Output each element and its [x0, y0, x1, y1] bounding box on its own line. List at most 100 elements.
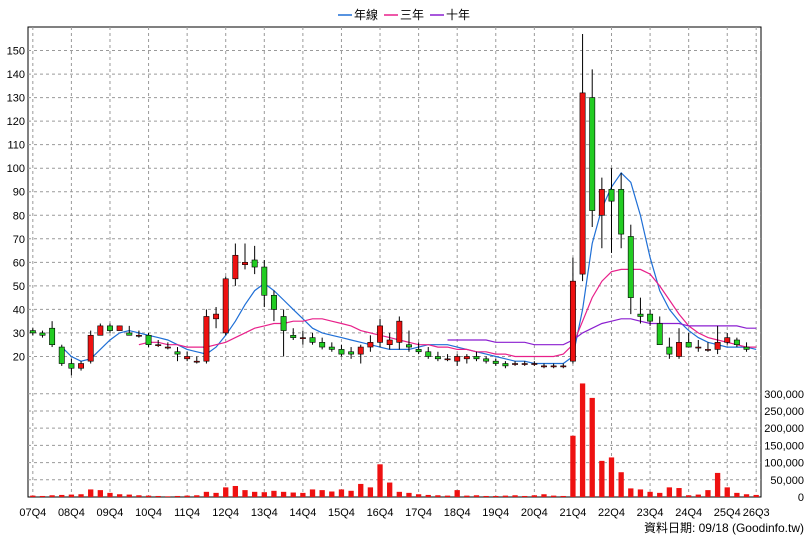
candle-body [473, 356, 480, 360]
candle-body [521, 363, 528, 365]
volume-bar [502, 495, 509, 497]
volume-bar [329, 491, 335, 497]
volume-bar [608, 457, 615, 497]
volume-bar [560, 495, 566, 497]
volume-bar [676, 488, 682, 497]
volume-bar [666, 487, 673, 497]
volume-bar [290, 492, 296, 497]
volume-bar [261, 492, 267, 497]
candle-body [270, 294, 277, 310]
candle-body [184, 356, 191, 360]
volume-tick-label: 100,000 [764, 458, 804, 470]
x-tick-label: 24Q4 [675, 507, 702, 519]
volume-bar [724, 487, 730, 497]
x-axis: 07Q4 08Q4 09Q4 10Q4 11Q4 12Q4 13Q4 14Q4 15Q4 16Q4… [19, 507, 769, 519]
volume-bar [415, 494, 422, 497]
candle-body [666, 346, 673, 355]
volume-bar [338, 489, 345, 497]
volume-bar [686, 495, 692, 497]
x-tick-label: 25Q4 [714, 507, 741, 519]
volume-bar [78, 494, 84, 497]
volume-bar [174, 495, 181, 497]
volume-bar [300, 492, 306, 497]
legend-label-annual: 年線 [354, 7, 378, 22]
candle-body [724, 337, 731, 343]
candle-body [492, 360, 499, 364]
series-line [447, 318, 757, 346]
candle-body [512, 363, 519, 365]
volume-bar [493, 495, 499, 497]
x-tick-label: 23Q4 [637, 507, 664, 519]
candle-body [463, 356, 470, 360]
candle-body [415, 349, 422, 353]
volume-bar [39, 495, 46, 497]
candle-body [608, 189, 615, 202]
volume-bar [213, 492, 219, 497]
volume-bar [155, 495, 161, 497]
candle-body [406, 344, 412, 348]
candle-body [213, 313, 220, 320]
price-tick-label: 50 [13, 281, 25, 293]
volume-bar [280, 491, 287, 497]
x-tick-label: 16Q4 [367, 507, 394, 519]
volume-bar [126, 494, 132, 497]
price-tick-label: 30 [13, 328, 25, 340]
footer-source: 資料日期: 09/18 (Goodinfo.tw) [644, 521, 804, 535]
candle-body [714, 342, 721, 350]
volume-bar [647, 491, 653, 497]
volume-bar [396, 491, 402, 497]
volume-bar [377, 464, 383, 497]
volume-bar [49, 495, 55, 497]
volume-tick-label: 250,000 [764, 406, 804, 418]
volume-bar [107, 492, 113, 497]
x-tick-label: 21Q4 [559, 507, 586, 519]
x-tick-label: 12Q4 [212, 507, 239, 519]
legend-label-three-year: 三年 [400, 8, 424, 22]
volume-tick-label: 200,000 [764, 423, 804, 435]
volume-bar [165, 496, 171, 497]
candle-body [579, 92, 586, 275]
candle-body [637, 313, 644, 317]
candle-body [367, 342, 374, 348]
volume-bar [753, 494, 759, 497]
candle-body [647, 313, 654, 322]
candle-body [145, 334, 152, 345]
price-tick-label: 70 [13, 234, 25, 246]
candle-body [261, 266, 268, 296]
candle-body [598, 189, 605, 216]
candlesticks [29, 34, 750, 376]
volume-bar [59, 494, 65, 497]
price-tick-label: 140 [7, 69, 25, 81]
price-tick-label: 100 [7, 163, 25, 175]
volume-tick-label: 0 [798, 492, 804, 504]
x-tick-label: 10Q4 [135, 507, 162, 519]
volume-bar [309, 489, 316, 497]
candle-body [107, 325, 113, 331]
candle-body [454, 356, 461, 362]
series-line [138, 268, 757, 358]
volume-bar [541, 494, 547, 497]
candle-body [377, 325, 383, 343]
volume-bar [435, 495, 441, 497]
candle-body [193, 360, 200, 363]
volume-bar [618, 472, 624, 497]
candle-body [396, 320, 403, 343]
volume-bar [223, 487, 229, 497]
candle-body [135, 334, 142, 337]
volume-bar [358, 483, 364, 497]
price-tick-label: 150 [7, 46, 25, 58]
candle-body [319, 342, 326, 348]
volume-bar [705, 490, 711, 497]
volume-bar [743, 494, 750, 497]
volume-bar [695, 494, 701, 497]
price-tick-label: 90 [13, 187, 25, 199]
volume-tick-label: 300,000 [764, 389, 804, 401]
volume-bar [589, 397, 595, 497]
candle-body [357, 346, 364, 355]
candle-body [338, 349, 345, 355]
candle-body [550, 365, 557, 368]
volume-bar [734, 492, 740, 497]
volume-bar [184, 495, 190, 497]
volume-bar [367, 487, 374, 497]
candle-body [87, 334, 94, 362]
